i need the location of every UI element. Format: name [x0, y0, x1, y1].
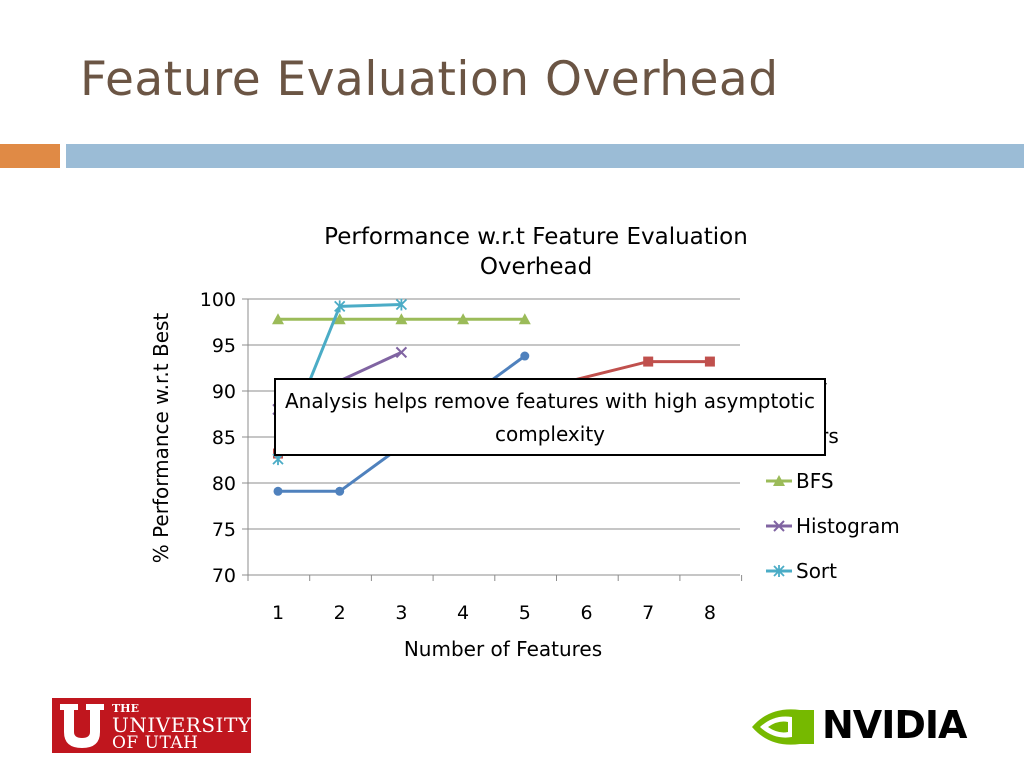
utah-logo-the: THE — [112, 702, 139, 715]
x-tick-label-4: 4 — [457, 602, 469, 624]
legend-marker-histogram — [773, 520, 785, 532]
data-point-bfs-5 — [518, 313, 531, 325]
data-point-histogram-3 — [395, 346, 408, 359]
chart-title-line-1: Performance w.r.t Feature Evaluation — [324, 224, 748, 250]
x-tick-label-5: 5 — [519, 602, 531, 624]
nvidia-wordmark: NVIDIA — [822, 703, 967, 747]
data-point-solvers-1 — [273, 486, 283, 496]
x-tick-label-3: 3 — [395, 602, 407, 624]
x-tick-label-7: 7 — [642, 602, 654, 624]
data-point-bfs-2 — [333, 313, 346, 325]
nvidia-eye-icon — [752, 709, 814, 745]
y-tick-label-85: 85 — [212, 427, 236, 449]
data-point-sort-3 — [395, 298, 408, 311]
data-point-bfs-1 — [272, 313, 284, 325]
data-point-bfs-4 — [457, 313, 470, 325]
performance-chart: Performance w.r.t Feature Evaluation Over… — [149, 224, 900, 661]
chart-title-line-2: Overhead — [480, 254, 592, 280]
utah-block-u-icon — [60, 704, 104, 748]
x-tick-label-2: 2 — [334, 602, 346, 624]
legend-label-bfs: BFS — [796, 469, 834, 493]
y-tick-label-70: 70 — [212, 565, 236, 587]
utah-logo-of-utah: OF UTAH — [112, 733, 199, 753]
y-axis-label: % Performance w.r.t Best — [149, 313, 173, 564]
y-tick-label-90: 90 — [212, 381, 236, 403]
x-axis-label: Number of Features — [404, 637, 602, 661]
callout-box: Analysis helps remove features with high… — [274, 378, 826, 456]
data-point-solvers-2 — [335, 486, 345, 496]
x-tick-label-1: 1 — [272, 602, 284, 624]
legend-label-histogram: Histogram — [796, 514, 900, 538]
x-tick-label-6: 6 — [580, 602, 592, 624]
university-of-utah-logo: THE UNIVERSITY OF UTAH — [52, 698, 251, 753]
legend-label-sort: Sort — [796, 559, 837, 583]
data-point-sort-2 — [334, 300, 346, 313]
y-tick-label-100: 100 — [200, 289, 236, 311]
utah-logo-university: UNIVERSITY — [112, 713, 252, 737]
data-point-spmv-8 — [704, 356, 715, 367]
slide-title: Feature Evaluation Overhead — [80, 52, 779, 107]
legend-marker-sort — [773, 565, 785, 577]
y-tick-label-75: 75 — [212, 519, 236, 541]
accent-bar-blue — [66, 144, 1024, 168]
x-tick-label-8: 8 — [704, 602, 716, 624]
legend-marker-bfs — [773, 475, 785, 486]
data-point-spmv-7 — [643, 356, 654, 367]
data-point-solvers-5 — [520, 351, 530, 361]
y-tick-label-80: 80 — [212, 473, 236, 495]
accent-bar-orange — [0, 144, 60, 168]
data-point-bfs-3 — [395, 313, 408, 325]
y-tick-label-95: 95 — [212, 335, 236, 357]
nvidia-logo: NVIDIA — [750, 700, 980, 754]
